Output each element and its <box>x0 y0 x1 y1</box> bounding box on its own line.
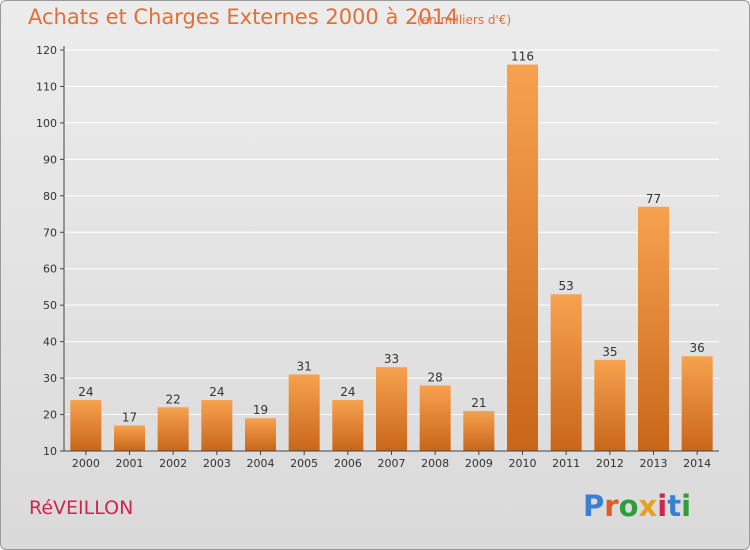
bar <box>681 356 713 451</box>
y-tick-label: 120 <box>36 44 57 57</box>
bar-value-label: 53 <box>559 279 574 293</box>
bar <box>245 418 276 451</box>
logo-letter: o <box>618 489 639 523</box>
logo-letter: P <box>583 489 605 523</box>
y-tick-label: 60 <box>43 263 57 276</box>
x-tick-label: 2009 <box>465 457 493 470</box>
x-tick-label: 2007 <box>378 457 406 470</box>
bar-value-label: 36 <box>690 341 705 355</box>
bar <box>419 385 451 451</box>
x-tick-label: 2000 <box>72 457 100 470</box>
bar <box>70 399 102 451</box>
x-tick-label: 2005 <box>290 457 318 470</box>
proxiti-logo[interactable]: Proxiti <box>583 489 691 523</box>
bar-value-label: 22 <box>166 392 181 406</box>
bar <box>638 206 669 451</box>
bar-value-label: 35 <box>602 345 617 359</box>
x-tick-label: 2004 <box>247 457 275 470</box>
bar <box>288 374 320 451</box>
x-tick-label: 2001 <box>116 457 144 470</box>
logo-letter: t <box>667 489 682 523</box>
bar-value-label: 17 <box>122 410 137 424</box>
y-tick-label: 110 <box>36 80 57 93</box>
bar-value-label: 21 <box>471 396 486 410</box>
bar <box>157 407 189 451</box>
bar-value-label: 19 <box>253 403 268 417</box>
bar <box>594 359 626 451</box>
bars <box>70 64 713 451</box>
x-tick-label: 2013 <box>640 457 668 470</box>
chart-title: Achats et Charges Externes 2000 à 2014 <box>28 5 459 29</box>
y-tick-label: 10 <box>43 445 57 458</box>
bar <box>507 64 538 451</box>
bar-value-label: 24 <box>209 385 224 399</box>
bar <box>114 425 145 451</box>
y-tick-label: 30 <box>43 372 57 385</box>
logo-letter: i <box>681 489 692 523</box>
x-tick-label: 2014 <box>683 457 711 470</box>
y-tick-label: 100 <box>36 117 57 130</box>
x-tick-label: 2002 <box>159 457 187 470</box>
bar-value-label: 33 <box>384 352 399 366</box>
axes <box>60 46 719 455</box>
logo-letter: x <box>638 489 658 523</box>
y-tick-label: 20 <box>43 409 57 422</box>
y-tick-label: 90 <box>43 153 57 166</box>
chart-subtitle: (en milliers d'€) <box>417 13 512 27</box>
labels: 10 20 30 40 50 60 70 80 90 100 110 120 24 2000 17 2001 2… <box>36 44 711 470</box>
y-tick-label: 70 <box>43 226 57 239</box>
x-tick-label: 2008 <box>421 457 449 470</box>
bar <box>550 294 582 451</box>
bar-value-label: 24 <box>340 385 355 399</box>
commune-name: RéVEILLON <box>29 497 134 519</box>
y-tick-label: 80 <box>43 190 57 203</box>
bar <box>201 399 233 451</box>
bar <box>463 410 495 451</box>
logo-letter: r <box>604 489 619 523</box>
y-tick-label: 50 <box>43 299 57 312</box>
x-tick-label: 2006 <box>334 457 362 470</box>
x-tick-label: 2011 <box>552 457 580 470</box>
bar-value-label: 28 <box>428 370 443 384</box>
x-tick-label: 2010 <box>509 457 537 470</box>
bar <box>376 367 407 451</box>
x-tick-label: 2012 <box>596 457 624 470</box>
bar-value-label: 116 <box>511 50 534 64</box>
logo-letter: i <box>657 489 668 523</box>
bar-value-label: 77 <box>646 192 661 206</box>
y-tick-label: 40 <box>43 336 57 349</box>
bar-value-label: 24 <box>78 385 93 399</box>
bar <box>332 399 364 451</box>
x-tick-label: 2003 <box>203 457 231 470</box>
bar-value-label: 31 <box>297 359 312 373</box>
